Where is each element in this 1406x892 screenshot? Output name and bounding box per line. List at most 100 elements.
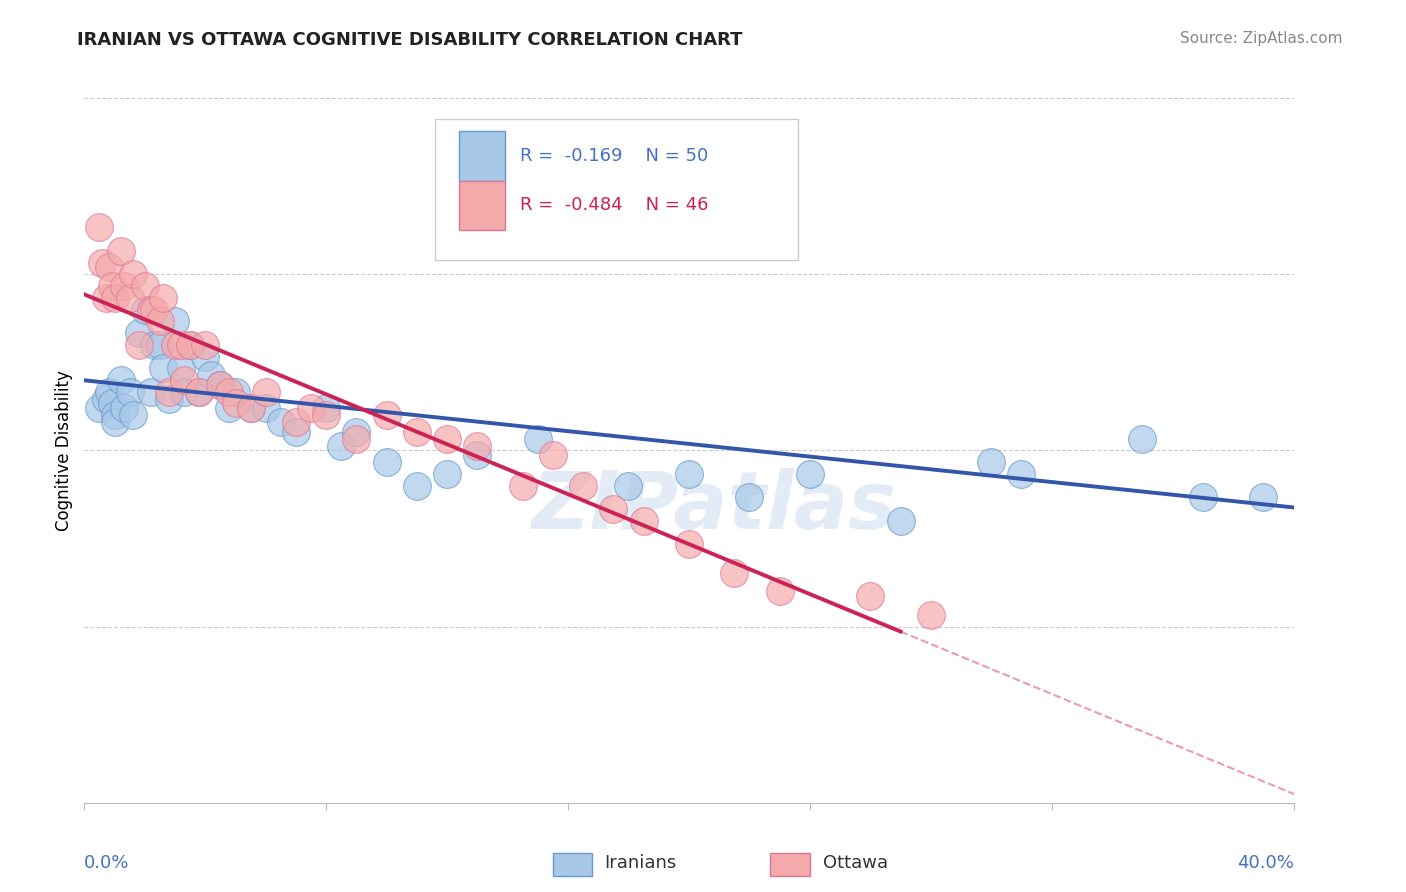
Point [769, 584, 792, 599]
Point [1253, 491, 1275, 505]
Text: R =  -0.169    N = 50: R = -0.169 N = 50 [520, 147, 707, 165]
Point [128, 337, 150, 351]
Point [134, 279, 156, 293]
Point [142, 337, 165, 351]
Point [157, 384, 180, 399]
Point [194, 337, 217, 351]
Point [375, 408, 398, 422]
Point [330, 439, 353, 453]
Point [188, 384, 211, 399]
Point [527, 432, 550, 446]
Point [139, 302, 162, 317]
Text: Ottawa: Ottawa [823, 855, 887, 872]
Point [134, 302, 156, 317]
Point [179, 337, 201, 351]
Point [633, 514, 655, 528]
Point [200, 368, 222, 383]
Point [723, 566, 745, 580]
Point [1192, 491, 1215, 505]
Point [110, 244, 132, 258]
Text: IRANIAN VS OTTAWA COGNITIVE DISABILITY CORRELATION CHART: IRANIAN VS OTTAWA COGNITIVE DISABILITY C… [77, 31, 742, 49]
Point [678, 467, 700, 481]
Point [112, 401, 135, 416]
Point [209, 377, 232, 392]
Point [467, 439, 489, 453]
Point [89, 401, 111, 416]
Point [142, 302, 165, 317]
Point [602, 502, 624, 516]
Point [859, 589, 882, 603]
Point [406, 425, 429, 439]
Point [91, 255, 114, 269]
Point [315, 401, 337, 416]
Point [97, 260, 120, 275]
FancyBboxPatch shape [460, 131, 505, 180]
Point [980, 455, 1002, 469]
Point [678, 537, 700, 551]
Point [588, 173, 610, 187]
Point [188, 384, 211, 399]
FancyBboxPatch shape [434, 120, 797, 260]
Point [375, 455, 398, 469]
Point [94, 392, 117, 406]
Point [541, 448, 564, 462]
Point [139, 384, 162, 399]
Point [94, 291, 117, 305]
Point [179, 337, 201, 351]
Point [104, 408, 127, 422]
Point [436, 467, 458, 481]
Point [173, 373, 195, 387]
Point [254, 401, 277, 416]
Point [270, 415, 292, 429]
Point [799, 467, 821, 481]
Point [152, 361, 174, 376]
Point [239, 401, 262, 416]
Point [920, 607, 942, 622]
Point [299, 401, 322, 416]
Point [165, 337, 187, 351]
Point [165, 314, 187, 328]
Point [170, 361, 193, 376]
Point [346, 432, 368, 446]
Point [239, 401, 262, 416]
Point [218, 384, 240, 399]
Text: ZIPatlas: ZIPatlas [530, 467, 896, 546]
FancyBboxPatch shape [460, 180, 505, 230]
Point [110, 373, 132, 387]
Point [225, 384, 247, 399]
Point [467, 448, 489, 462]
Point [254, 384, 277, 399]
Point [100, 396, 122, 410]
Y-axis label: Cognitive Disability: Cognitive Disability [55, 370, 73, 531]
Point [157, 392, 180, 406]
Point [209, 377, 232, 392]
Point [285, 425, 308, 439]
Text: 0.0%: 0.0% [84, 855, 129, 872]
Point [100, 279, 122, 293]
Point [617, 478, 640, 492]
Point [152, 291, 174, 305]
Point [225, 396, 247, 410]
Point [406, 478, 429, 492]
Point [890, 514, 912, 528]
Point [285, 415, 308, 429]
Text: 40.0%: 40.0% [1237, 855, 1294, 872]
Point [118, 384, 141, 399]
Point [1130, 432, 1153, 446]
Point [173, 384, 195, 399]
Text: R =  -0.484    N = 46: R = -0.484 N = 46 [520, 196, 709, 214]
Point [1011, 467, 1033, 481]
Point [104, 291, 127, 305]
Point [170, 337, 193, 351]
Point [121, 268, 143, 282]
Point [218, 401, 240, 416]
Point [149, 337, 172, 351]
Point [738, 491, 761, 505]
Text: Source: ZipAtlas.com: Source: ZipAtlas.com [1180, 31, 1343, 46]
Point [149, 314, 172, 328]
Point [118, 291, 141, 305]
Point [315, 408, 337, 422]
Point [572, 478, 595, 492]
Point [128, 326, 150, 340]
Point [194, 350, 217, 364]
